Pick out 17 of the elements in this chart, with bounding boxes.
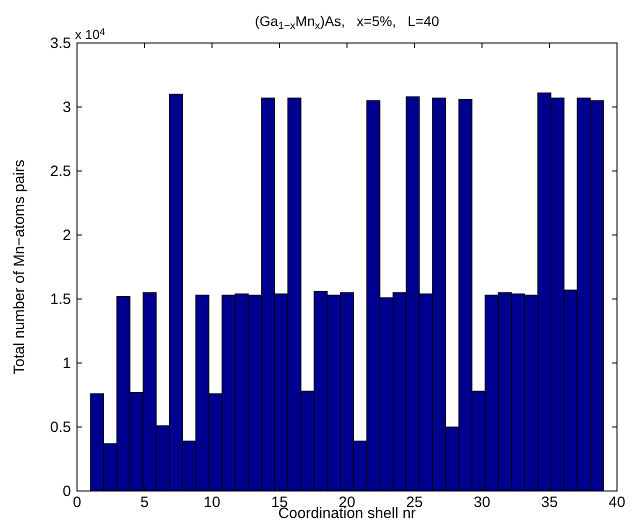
x-tick-label: 40 xyxy=(608,494,626,511)
x-tick-label: 5 xyxy=(140,494,149,511)
y-tick-label: 3 xyxy=(62,99,71,116)
chart-title: (Ga$_{1−x}$Mn$_{x}$)As, x=5%, L=40 xyxy=(254,13,440,32)
y-tick-label: 3.5 xyxy=(50,35,71,52)
y-tick-label: 0.5 xyxy=(50,419,71,436)
y-axis-title: Total number of Mn−atoms pairs xyxy=(11,160,28,374)
x-tick-label: 30 xyxy=(474,494,490,511)
y-tick-label: 0 xyxy=(62,483,71,500)
y-tick-label: 1.5 xyxy=(50,291,71,308)
text: x 10$^{4}$ xyxy=(75,27,106,42)
x-tick-label: 25 xyxy=(406,494,423,511)
y-tick-label: 2.5 xyxy=(50,163,71,180)
x-tick-label: 10 xyxy=(204,494,220,511)
y-tick-label: 1 xyxy=(62,355,71,372)
y-tick-label: 2 xyxy=(62,227,71,244)
x-tick-label: 35 xyxy=(541,494,558,511)
